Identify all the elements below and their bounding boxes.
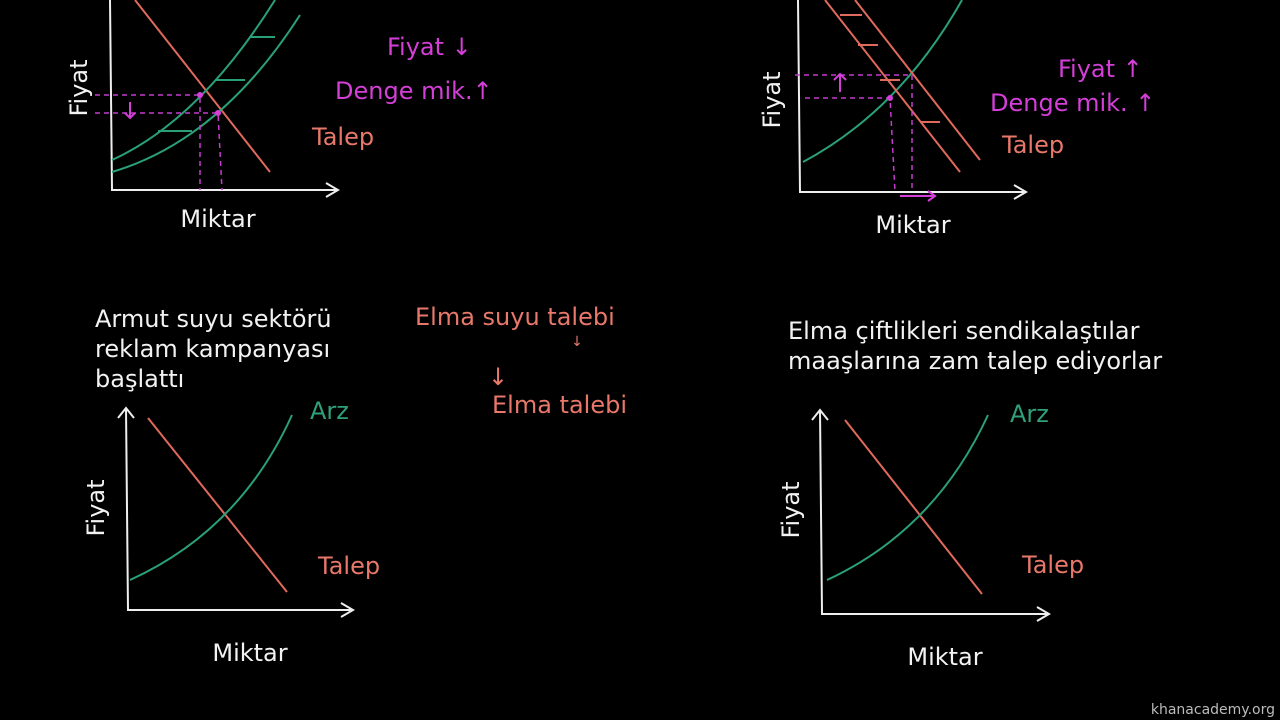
change-arrows [833, 72, 937, 202]
axes [797, 0, 1028, 200]
note: Elma suyu talebi [415, 303, 615, 331]
note-arrow: ↓ [571, 334, 583, 350]
demand-curve [844, 419, 983, 595]
panel-2: Fiyat Miktar Talep Fiyat ↑ Denge mik. ↑ [758, 0, 1155, 239]
supply-curve [129, 414, 293, 581]
x-axis-label: Miktar [907, 643, 982, 671]
equilibrium-guides [95, 94, 223, 191]
y-axis-label: Fiyat [758, 71, 786, 128]
supply-curve-shifted [111, 14, 301, 173]
note: Denge mik.↑ [335, 77, 493, 105]
equilibrium-point [197, 92, 203, 98]
axes [811, 408, 1051, 622]
note: Elma talebi [492, 391, 627, 419]
y-axis-label: Fiyat [65, 59, 93, 116]
note: Fiyat ↑ [1058, 55, 1143, 83]
watermark: khanacademy.org [1151, 702, 1275, 718]
demand-curve [824, 0, 961, 173]
x-axis-label: Miktar [212, 639, 287, 667]
demand-label: Talep [311, 123, 374, 151]
caption-line: başlattı [95, 365, 184, 393]
supply-label: Arz [310, 397, 349, 425]
demand-label: Talep [1021, 551, 1084, 579]
shift-arrows [840, 14, 940, 123]
demand-label: Talep [1001, 131, 1064, 159]
note-arrow: ↓ [488, 363, 508, 391]
supply-curve [111, 0, 276, 161]
panel-1: Fiyat Miktar Talep Fiyat ↓ Denge mik.↑ [65, 0, 493, 233]
demand-curve [147, 417, 288, 593]
shift-arrows [158, 36, 275, 132]
caption-line: Armut suyu sektörü [95, 305, 332, 333]
note: Fiyat ↓ [387, 33, 472, 61]
axes [117, 406, 355, 618]
panel-4: Elma çiftlikleri sendikalaştılar maaşlar… [777, 317, 1162, 671]
supply-curve [826, 414, 989, 581]
note: Denge mik. ↑ [990, 89, 1155, 117]
x-axis-label: Miktar [180, 205, 255, 233]
equilibrium-point [215, 110, 221, 116]
y-axis-label: Fiyat [82, 479, 110, 536]
caption-line: Elma çiftlikleri sendikalaştılar [788, 317, 1140, 345]
y-axis-label: Fiyat [777, 481, 805, 538]
axes [109, 0, 340, 198]
equilibrium-point [887, 95, 893, 101]
price-arrow [124, 102, 136, 120]
caption-line: reklam kampanyası [95, 335, 330, 363]
panel-3: Armut suyu sektörü reklam kampanyası baş… [82, 303, 627, 667]
demand-curve-shifted [854, 0, 981, 161]
supply-label: Arz [1010, 400, 1049, 428]
demand-label: Talep [317, 552, 380, 580]
demand-curve [134, 0, 271, 173]
caption-line: maaşlarına zam talep ediyorlar [788, 347, 1162, 375]
x-axis-label: Miktar [875, 211, 950, 239]
